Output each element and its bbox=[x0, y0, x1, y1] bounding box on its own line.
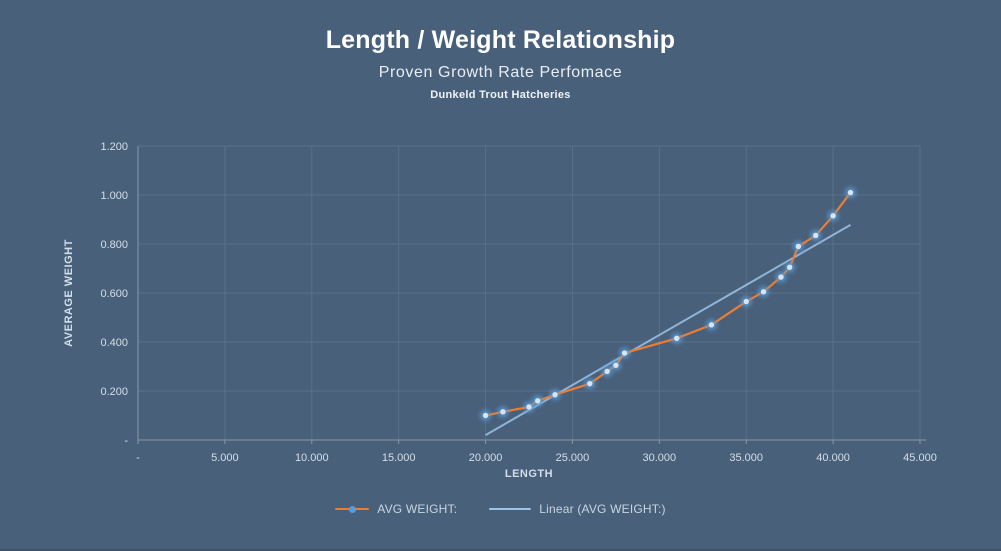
y-tick-label: 0.800 bbox=[100, 239, 128, 251]
legend-series-line-icon bbox=[335, 505, 370, 513]
series-line bbox=[484, 191, 852, 417]
page-title: Length / Weight Relationship bbox=[325, 26, 676, 54]
data-point bbox=[534, 398, 541, 404]
x-tick-label: 45.000 bbox=[903, 452, 937, 464]
y-tick-label: 0.600 bbox=[100, 288, 128, 300]
x-tick-label: - bbox=[136, 452, 140, 464]
legend-item-linear-trend: Linear (AVG WEIGHT:) bbox=[489, 502, 666, 516]
data-point bbox=[847, 189, 854, 196]
x-tick-label: 5.000 bbox=[211, 452, 239, 464]
chart-legend: AVG WEIGHT: Linear (AVG WEIGHT:) bbox=[0, 502, 1001, 516]
legend-series-label: AVG WEIGHT: bbox=[377, 502, 458, 516]
data-point bbox=[613, 362, 619, 368]
data-point bbox=[482, 412, 489, 419]
data-point bbox=[760, 289, 767, 295]
data-point bbox=[604, 368, 610, 375]
y-axis-title: AVERAGE WEIGHT bbox=[63, 239, 75, 347]
data-point bbox=[587, 380, 593, 387]
data-point bbox=[830, 213, 836, 219]
legend-series-dot-icon bbox=[348, 505, 356, 513]
data-point bbox=[786, 264, 793, 270]
x-tick-label: 30.000 bbox=[643, 452, 677, 464]
data-point bbox=[526, 404, 532, 410]
y-tick-label: 1.000 bbox=[100, 190, 128, 202]
x-tick-label: 20.000 bbox=[469, 452, 503, 464]
x-tick-label: 35.000 bbox=[729, 452, 763, 464]
data-point bbox=[500, 409, 506, 415]
legend-trend-line-icon bbox=[489, 508, 532, 510]
data-point bbox=[795, 243, 802, 250]
org-name: Dunkeld Trout Hatcheries bbox=[430, 88, 571, 101]
data-point bbox=[552, 391, 558, 398]
data-point bbox=[708, 322, 715, 328]
data-point bbox=[743, 298, 749, 305]
y-tick-label: 0.400 bbox=[100, 337, 128, 349]
x-tick-label: 15.000 bbox=[382, 452, 416, 464]
x-axis-title: LENGTH bbox=[505, 468, 553, 480]
x-tick-label: 10.000 bbox=[295, 452, 329, 464]
data-point bbox=[621, 350, 628, 356]
trendline bbox=[485, 224, 851, 436]
data-point bbox=[778, 274, 784, 280]
y-tick-label: 1.200 bbox=[100, 141, 128, 153]
y-tick-label: - bbox=[124, 435, 128, 447]
y-tick-label: 0.200 bbox=[100, 386, 128, 398]
chart-header: Length / Weight Relationship Proven Grow… bbox=[0, 26, 1001, 101]
x-tick-label: 25.000 bbox=[556, 452, 590, 464]
data-point bbox=[674, 335, 680, 342]
chart-subtitle: Proven Growth Rate Perfomace bbox=[378, 63, 623, 81]
x-tick-label: 40.000 bbox=[816, 452, 850, 464]
data-point bbox=[813, 232, 819, 239]
legend-item-avg-weight: AVG WEIGHT: bbox=[335, 502, 457, 516]
legend-trend-label: Linear (AVG WEIGHT:) bbox=[539, 502, 666, 516]
